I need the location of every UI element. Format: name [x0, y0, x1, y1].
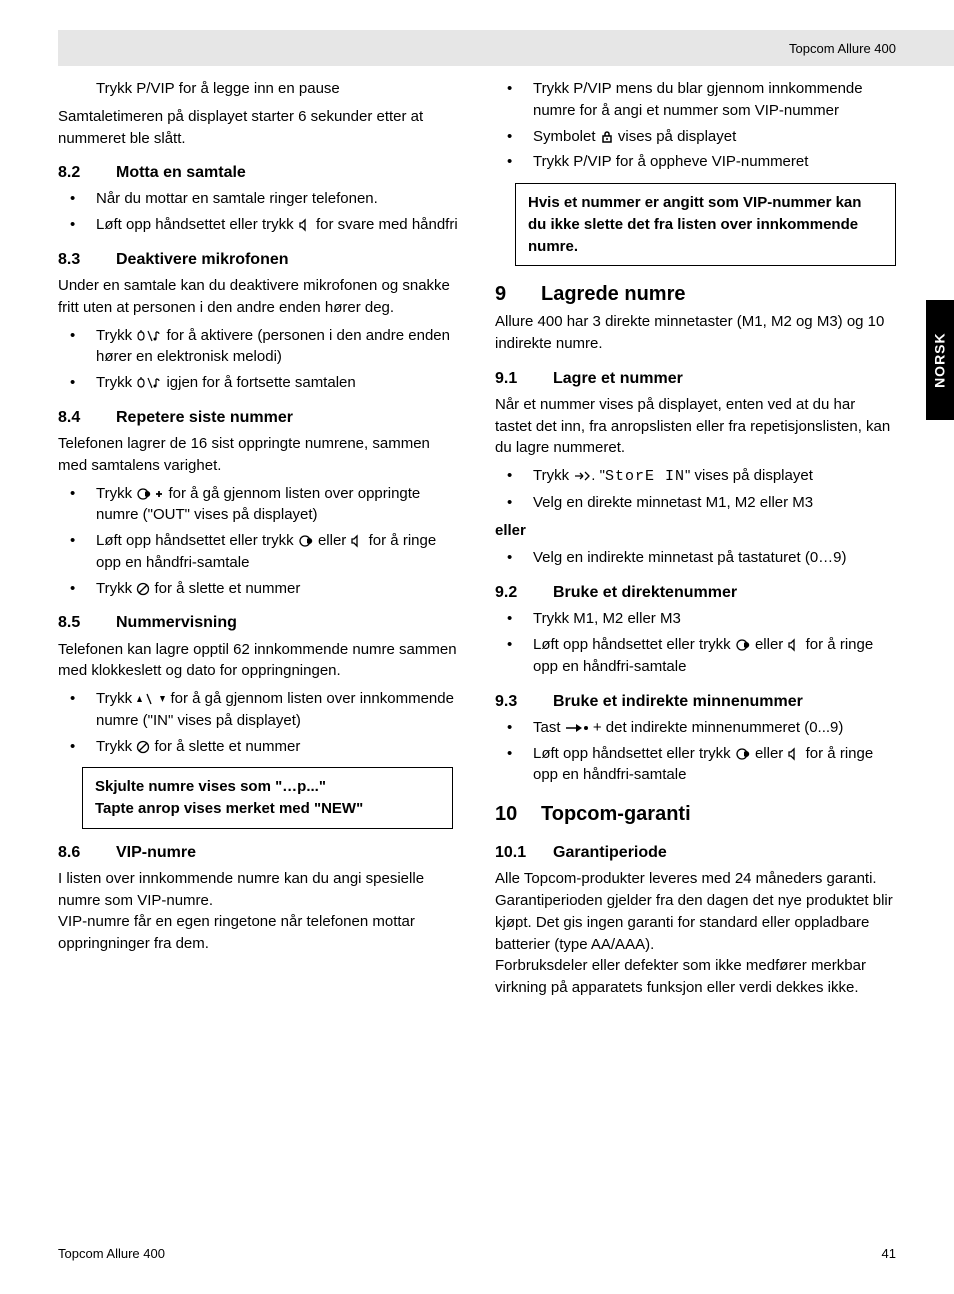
redial-icon — [735, 638, 751, 652]
or-label: eller — [495, 520, 896, 542]
item-vip-b: Symbolet vises på displayet — [495, 126, 896, 148]
language-tab-label: NORSK — [930, 332, 950, 388]
heading-8-5: 8.5Nummervisning — [58, 611, 459, 634]
heading-10: 10Topcom-garanti — [495, 800, 896, 829]
text-8-4: Telefonen lagrer de 16 sist oppringte nu… — [58, 433, 459, 477]
heading-8-2: 8.2Motta en samtale — [58, 161, 459, 184]
heading-9-2: 9.2Bruke et direktenummer — [495, 581, 896, 604]
left-column: Trykk P/VIP for å legge inn en pause Sam… — [58, 78, 459, 1005]
item-9-3-b: Løft opp håndsettet eller trykk eller fo… — [495, 743, 896, 787]
heading-8-4: 8.4Repetere siste nummer — [58, 406, 459, 429]
heading-8-3: 8.3Deaktivere mikrofonen — [58, 248, 459, 271]
pause-instruction: Trykk P/VIP for å legge inn en pause — [58, 78, 459, 100]
speaker-icon — [298, 218, 312, 232]
text-8-6: I listen over innkommende numre kan du a… — [58, 868, 459, 955]
content-columns: Trykk P/VIP for å legge inn en pause Sam… — [58, 78, 896, 1005]
text-9-1: Når et nummer vises på displayet, enten … — [495, 394, 896, 459]
item-9-2-b: Løft opp håndsettet eller trykk eller fo… — [495, 634, 896, 678]
lock-icon — [600, 130, 614, 144]
text-9: Allure 400 har 3 direkte minnetaster (M1… — [495, 311, 896, 355]
heading-8-6: 8.6VIP-numre — [58, 841, 459, 864]
heading-10-1: 10.1Garantiperiode — [495, 841, 896, 864]
heading-9: 9Lagrede numre — [495, 280, 896, 309]
item-8-4-a: Trykk for å gå gjennom listen over oppri… — [58, 483, 459, 527]
item-8-2-a: Når du mottar en samtale ringer telefone… — [58, 188, 459, 210]
speaker-icon — [787, 747, 801, 761]
text-10-1: Alle Topcom-produkter leveres med 24 mån… — [495, 868, 896, 999]
item-8-5-b: Trykk for å slette et nummer — [58, 736, 459, 758]
header-product: Topcom Allure 400 — [789, 40, 896, 59]
up-down-icon — [136, 692, 166, 706]
speaker-icon — [787, 638, 801, 652]
bell-note-icon — [136, 329, 162, 343]
footer-product: Topcom Allure 400 — [58, 1245, 165, 1264]
delete-icon — [136, 740, 150, 754]
item-8-2-b: Løft opp håndsettet eller trykk for svar… — [58, 214, 459, 236]
text-8-5: Telefonen kan lagre opptil 62 innkommend… — [58, 639, 459, 683]
delete-icon — [136, 582, 150, 596]
item-vip-a: Trykk P/VIP mens du blar gjennom innkomm… — [495, 78, 896, 122]
language-tab: NORSK — [926, 300, 954, 420]
note-box-85: Skjulte numre vises som "…p..." Tapte an… — [82, 767, 453, 829]
bell-note-icon — [136, 376, 162, 390]
pvip-icon: P/VIP — [136, 80, 174, 97]
arrow-dot-icon — [565, 722, 589, 734]
item-8-3-b: Trykk igjen for å fortsette samtalen — [58, 372, 459, 394]
pvip-icon: P/VIP — [573, 153, 611, 170]
pvip-icon: P/VIP — [573, 80, 611, 97]
right-column: Trykk P/VIP mens du blar gjennom innkomm… — [495, 78, 896, 1005]
text-8-3: Under en samtale kan du deaktivere mikro… — [58, 275, 459, 319]
heading-9-3: 9.3Bruke et indirekte minnenummer — [495, 690, 896, 713]
item-8-3-a: Trykk for å aktivere (personen i den and… — [58, 325, 459, 369]
redial-icon — [735, 747, 751, 761]
store-arrow-icon — [573, 469, 591, 483]
item-9-1-a: Trykk . "StorE IN" vises på displayet — [495, 465, 896, 488]
item-8-5-a: Trykk for å gå gjennom listen over innko… — [58, 688, 459, 732]
item-9-2-a: Trykk M1, M2 eller M3 — [495, 608, 896, 630]
redial-plus-icon — [136, 487, 164, 501]
item-8-4-c: Trykk for å slette et nummer — [58, 578, 459, 600]
page-number: 41 — [882, 1245, 896, 1264]
speaker-icon — [350, 534, 364, 548]
timer-text: Samtaletimeren på displayet starter 6 se… — [58, 106, 459, 150]
item-9-3-a: Tast + det indirekte minnenummeret (0...… — [495, 717, 896, 739]
note-box-vip: Hvis et nummer er angitt som VIP-nummer … — [515, 183, 896, 266]
item-8-4-b: Løft opp håndsettet eller trykk eller fo… — [58, 530, 459, 574]
item-9-1-c: Velg en indirekte minnetast på tastature… — [495, 547, 896, 569]
redial-icon — [298, 534, 314, 548]
store-display-text: StorE IN — [605, 468, 685, 485]
item-vip-c: Trykk P/VIP for å oppheve VIP-nummeret — [495, 151, 896, 173]
item-9-1-b: Velg en direkte minnetast M1, M2 eller M… — [495, 492, 896, 514]
heading-9-1: 9.1Lagre et nummer — [495, 367, 896, 390]
